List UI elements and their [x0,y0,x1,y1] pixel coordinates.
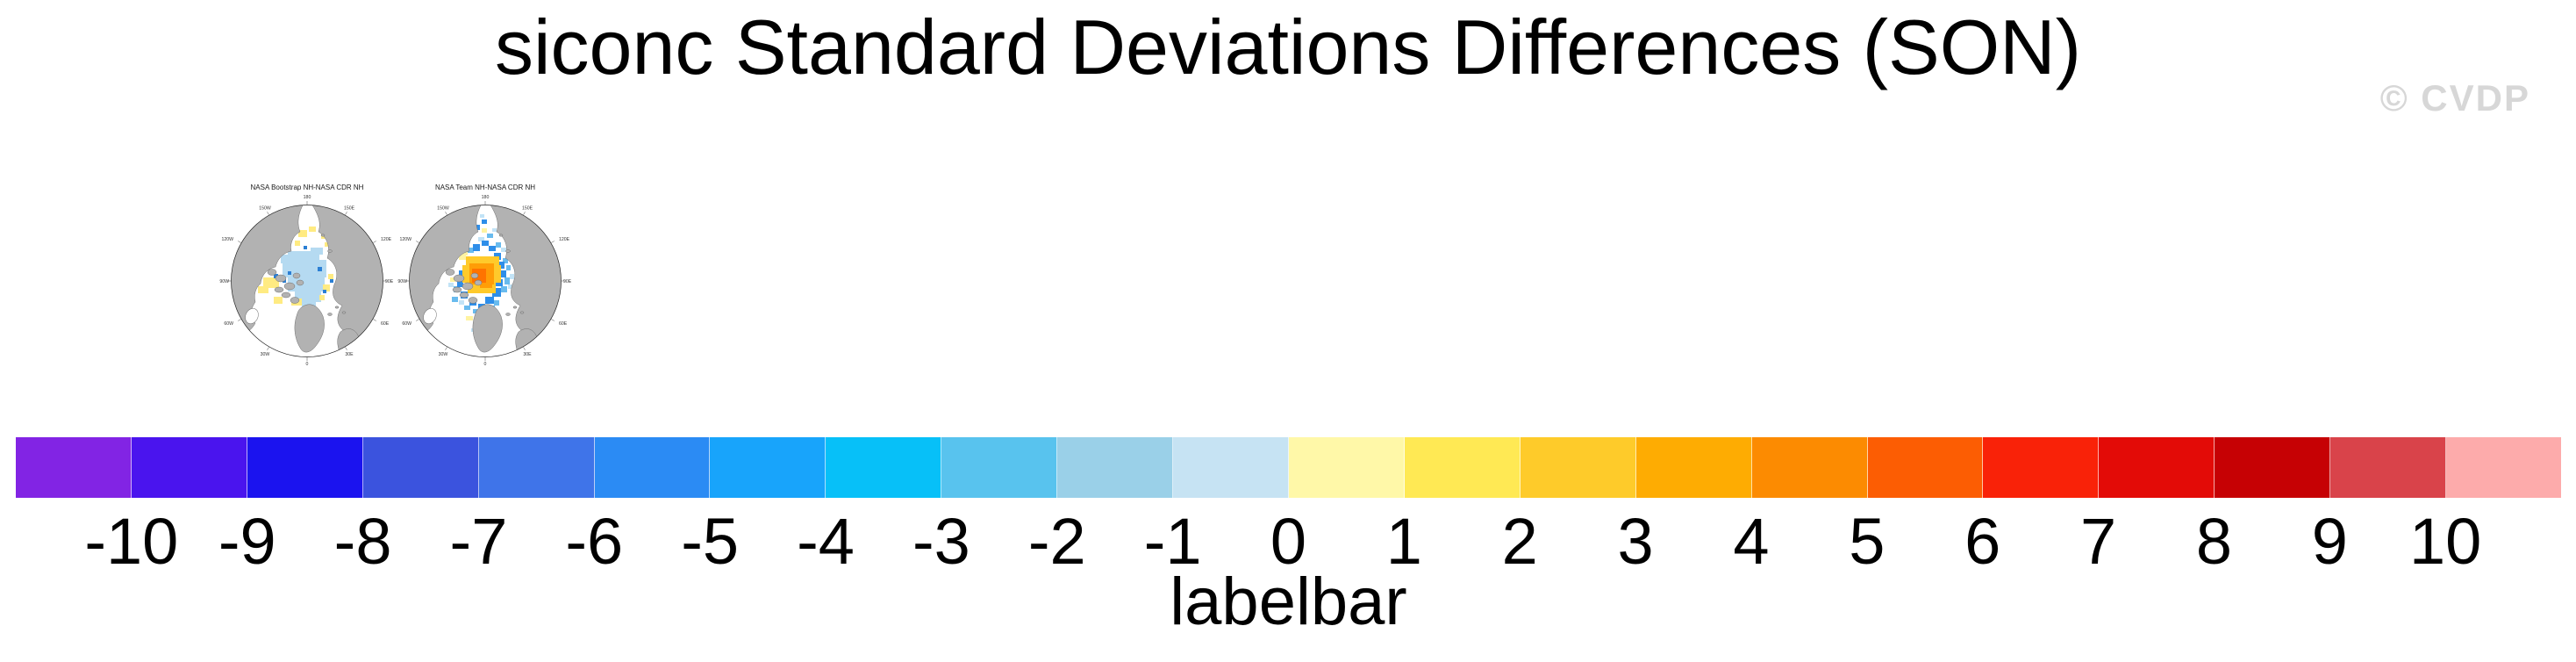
lon-label-0: 0 [484,362,487,367]
map1-data-cells [231,205,383,357]
page-title: siconc Standard Deviations Differences (… [494,4,2082,90]
colorbar-cell [1983,437,2100,498]
map1-circle-boundary [231,205,383,357]
colorbar-cell [1404,437,1521,498]
colorbar-cell [1057,437,1174,498]
map2-deep-orange-cells [472,269,486,283]
colorbar-tick-label: 6 [1964,505,2001,578]
colorbar-cell [710,437,826,498]
colorbar-tick-label: -7 [449,505,508,578]
colorbar-cell [2446,437,2561,498]
colorbar-tick-label: -5 [681,505,740,578]
colorbar-tick-label: -9 [218,505,276,578]
map2-title: NASA Team NH-NASA CDR NH [435,183,535,191]
colorbar-cell [1867,437,1984,498]
colorbar-cell [594,437,711,498]
colorbar-tick-label: 4 [1733,505,1770,578]
colorbar-cell [826,437,942,498]
lon-label-30e: 30E [523,352,532,357]
colorbar-tick-label: 8 [2195,505,2232,578]
colorbar-tick-label: 1 [1385,505,1422,578]
map2-data-cells [409,205,562,357]
colorbar-cell [1751,437,1868,498]
colorbar-cell [941,437,1058,498]
lon-label-60e: 60E [381,321,390,327]
lon-label-150w: 150W [259,206,271,212]
lon-label-120w: 120W [221,237,233,242]
lon-label-90e: 90E [563,279,572,284]
lon-label-180: 180 [304,195,311,200]
colorbar-cell [2215,437,2331,498]
lon-label-30e: 30E [345,352,354,357]
map2-circle-boundary [409,205,562,357]
map-panel-team: NASA Team NH-NASA CDR NH [397,183,571,367]
colorbar-tick-label: -2 [1027,505,1086,578]
lon-label-120w: 120W [399,237,411,242]
lon-label-120e: 120E [381,237,392,242]
colorbar [16,437,2561,498]
colorbar-cell [247,437,363,498]
lon-label-90w: 90W [219,279,229,284]
colorbar-cell [1635,437,1752,498]
colorbar-cell [478,437,595,498]
lon-label-30w: 30W [439,352,448,357]
colorbar-cell [1288,437,1405,498]
colorbar-tick-row: -10 -9 -8 -7 -6 -5 -4 -3 -2 -1 0 1 2 3 4 5 6 7 8 9 10 [16,507,2561,578]
colorbar-cell [362,437,479,498]
lon-label-60e: 60E [559,321,568,327]
lon-label-150e: 150E [344,206,355,212]
colorbar-tick-label: -3 [912,505,970,578]
lon-label-60w: 60W [224,321,233,327]
colorbar-cell [16,437,132,498]
colorbar-cell [1173,437,1289,498]
map-panel-bootstrap: NASA Bootstrap NH-NASA CDR NH [219,183,393,367]
colorbar-tick-label: 5 [1849,505,1885,578]
colorbar-caption: labelbar [1170,565,1407,639]
lon-label-90w: 90W [397,279,407,284]
colorbar-tick-label: 10 [2408,505,2482,578]
lon-label-90e: 90E [385,279,394,284]
colorbar-tick-label: -10 [84,505,179,578]
colorbar-tick-label: 3 [1617,505,1654,578]
colorbar-cell [2099,437,2215,498]
colorbar-tick-label: -4 [797,505,855,578]
cvdp-watermark: © CVDP [2379,77,2530,119]
map1-title: NASA Bootstrap NH-NASA CDR NH [251,183,364,191]
map2-lon-labels: 180 150E 120E 90E 60E 30E 0 30W 60W 90W … [397,195,571,367]
colorbar-cell [2330,437,2447,498]
lon-label-30w: 30W [261,352,270,357]
colorbar-tick-label: -8 [333,505,392,578]
colorbar-tick-label: 2 [1501,505,1538,578]
lon-label-180: 180 [482,195,490,200]
map1-lon-labels: 180 150E 120E 90E 60E 30E 0 30W 60W 90W … [219,195,393,367]
lon-label-0: 0 [306,362,309,367]
colorbar-tick-label: 7 [2079,505,2117,578]
colorbar-tick-label: 0 [1270,505,1307,578]
map1-pale-blue-cells [281,248,326,309]
colorbar-cell [1520,437,1636,498]
colorbar-tick-label: -1 [1143,505,1202,578]
colorbar-cell [131,437,247,498]
lon-label-150e: 150E [522,206,533,212]
colorbar-tick-label: 9 [2311,505,2348,578]
colorbar-tick-label: -6 [565,505,624,578]
lon-label-60w: 60W [402,321,411,327]
lon-label-150w: 150W [437,206,449,212]
lon-label-120e: 120E [559,237,570,242]
